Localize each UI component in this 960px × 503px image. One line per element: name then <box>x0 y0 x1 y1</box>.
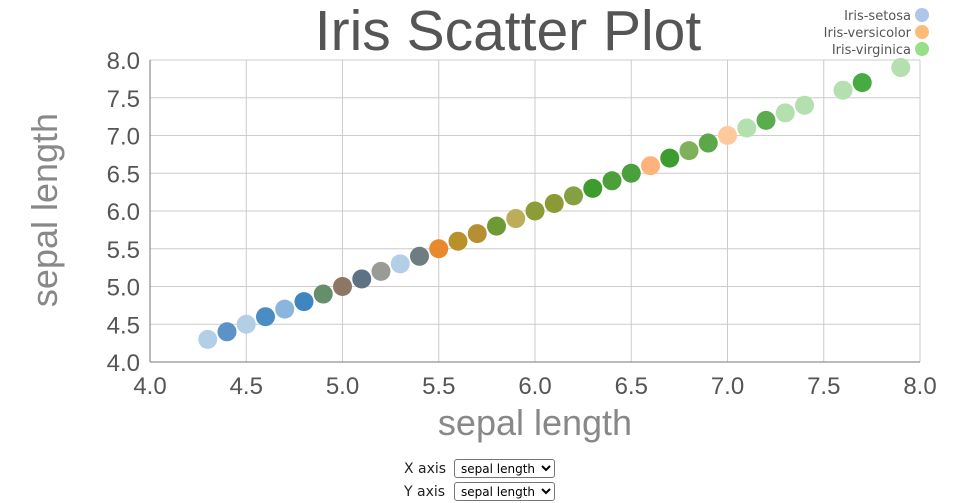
y-tick-label: 4.0 <box>107 350 140 377</box>
legend-swatch <box>915 25 929 39</box>
data-point <box>602 171 622 191</box>
data-point <box>833 80 853 100</box>
y-tick-label: 4.5 <box>107 312 140 339</box>
x-axis-select[interactable]: sepal length <box>454 459 555 478</box>
x-axis-label: X axis <box>404 460 447 477</box>
legend-label: Iris-versicolor <box>824 26 912 41</box>
data-point <box>313 284 333 304</box>
y-axis-label: Y axis <box>404 483 446 500</box>
legend-label: Iris-virginica <box>832 43 911 58</box>
data-point <box>275 299 295 319</box>
data-point <box>891 58 911 78</box>
data-point <box>198 329 218 349</box>
data-point <box>621 163 641 183</box>
data-point <box>256 307 275 327</box>
x-tick-label: 7.0 <box>711 373 744 400</box>
data-point <box>544 193 564 213</box>
data-point <box>737 118 757 138</box>
data-point <box>660 148 680 168</box>
x-tick-label: 6.0 <box>518 373 551 400</box>
y-axis-select[interactable]: sepal length <box>454 482 555 501</box>
scatter-points <box>198 58 911 349</box>
x-tick-label: 4.0 <box>133 373 166 400</box>
data-point <box>775 103 795 123</box>
y-tick-label: 5.5 <box>107 237 140 264</box>
legend-swatch <box>915 42 929 56</box>
data-point <box>564 186 583 206</box>
axis-controls: X axis sepal length Y axis sepal length <box>404 457 555 503</box>
data-point <box>294 292 314 312</box>
data-point <box>718 126 737 145</box>
chart-title: Iris Scatter Plot <box>315 0 702 63</box>
x-axis-control: X axis sepal length <box>404 457 555 480</box>
data-point <box>698 133 718 153</box>
legend-label: Iris-setosa <box>844 9 911 24</box>
data-point <box>390 254 410 274</box>
x-tick-label: 4.5 <box>230 373 263 400</box>
y-tick-label: 6.5 <box>107 161 140 188</box>
axes: 4.0 4.5 5.0 5.5 6.0 6.5 7.0 7.5 8.0 4.0 4.5 5.0 5.5 6… <box>107 48 937 400</box>
data-point <box>487 216 506 236</box>
data-point <box>448 231 468 251</box>
data-point <box>525 201 545 221</box>
data-point <box>410 246 429 266</box>
data-point <box>217 322 237 342</box>
y-tick-label: 8.0 <box>107 48 140 75</box>
y-axis-title: sepal length <box>24 113 65 307</box>
x-tick-label: 5.5 <box>422 373 455 400</box>
data-point <box>371 261 391 281</box>
y-tick-label: 7.0 <box>107 124 140 151</box>
legend: Iris-setosa Iris-versicolor Iris-virginica <box>824 8 929 58</box>
data-point <box>352 269 372 289</box>
y-tick-label: 7.5 <box>107 86 140 113</box>
data-point <box>429 239 449 259</box>
legend-swatch <box>915 8 929 22</box>
data-point <box>756 110 776 130</box>
chart: Iris Scatter Plot 4.0 4.5 5.0 5.5 6.0 6.5 7.0 7… <box>24 0 937 443</box>
x-tick-label: 7.5 <box>807 373 840 400</box>
data-point <box>583 178 603 198</box>
x-tick-label: 6.5 <box>615 373 648 400</box>
data-point <box>333 277 352 296</box>
x-tick-label: 5.0 <box>326 373 359 400</box>
x-tick-label: 8.0 <box>903 373 936 400</box>
y-tick-label: 6.0 <box>107 199 140 226</box>
data-point <box>679 141 699 161</box>
y-axis-control: Y axis sepal length <box>404 480 555 503</box>
data-point <box>852 73 872 93</box>
y-tick-label: 5.0 <box>107 275 140 302</box>
data-point <box>641 156 660 176</box>
data-point <box>506 209 526 229</box>
data-point <box>467 224 487 244</box>
x-axis-title: sepal length <box>438 402 632 443</box>
data-point <box>795 95 814 115</box>
data-point <box>236 314 256 334</box>
